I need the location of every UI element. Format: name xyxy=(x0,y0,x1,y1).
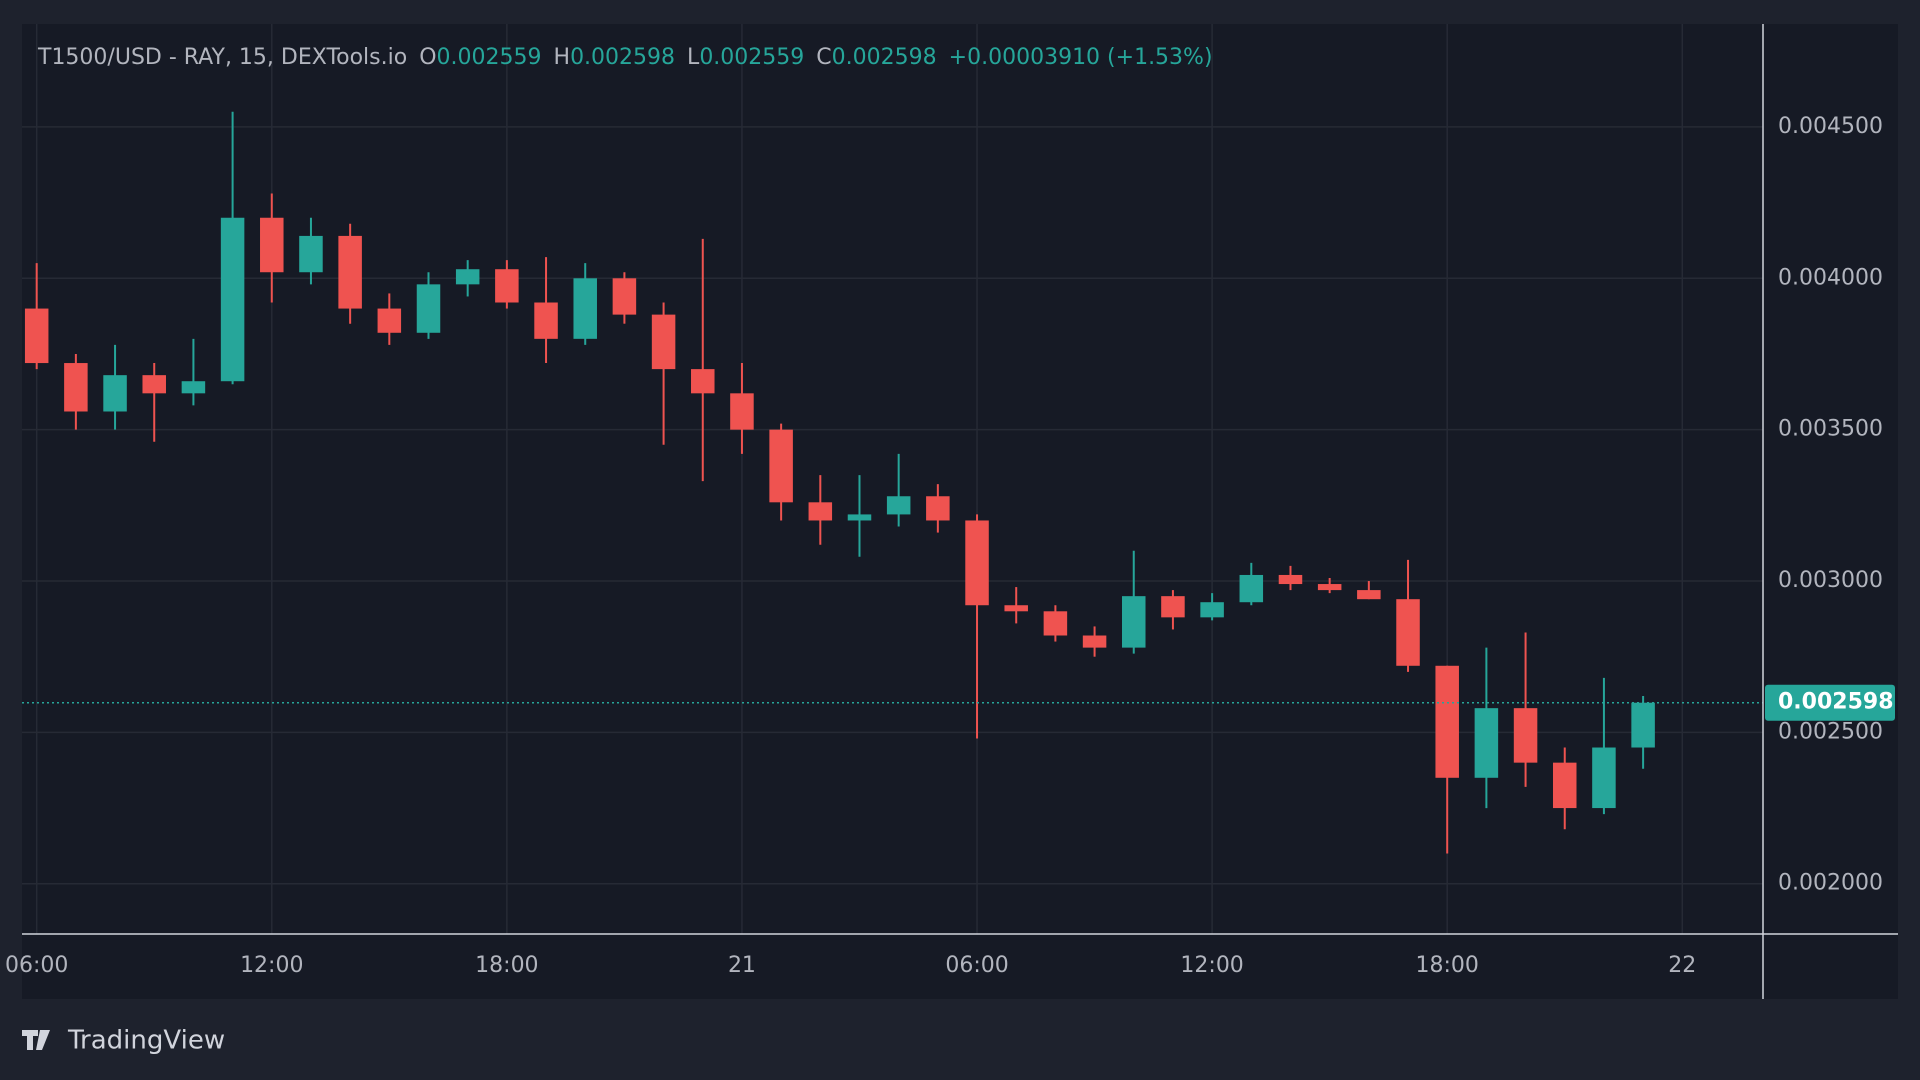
candle-body xyxy=(64,363,88,412)
x-tick-label: 18:00 xyxy=(475,953,538,978)
candle-body xyxy=(495,269,519,303)
candle-body xyxy=(612,278,637,315)
brand-name: TradingView xyxy=(67,1026,225,1056)
high-key: H xyxy=(554,45,571,70)
y-tick-label: 0.003500 xyxy=(1778,417,1883,442)
close-key: C xyxy=(816,45,831,70)
candle-body xyxy=(338,235,362,309)
y-tick-label: 0.004000 xyxy=(1778,265,1883,290)
chart-title: T1500/USD - RAY, 15, DEXTools.io xyxy=(37,45,407,70)
candle-body xyxy=(1200,602,1224,618)
candle-body xyxy=(926,496,950,521)
y-tick-label: 0.003000 xyxy=(1778,568,1883,593)
candle-body xyxy=(1278,574,1303,585)
candle-body xyxy=(1122,596,1146,648)
x-tick-label: 22 xyxy=(1668,953,1696,978)
x-tick-label: 12:00 xyxy=(1180,953,1243,978)
candle-body xyxy=(1043,611,1068,636)
grid xyxy=(22,24,1763,934)
candle-body xyxy=(534,302,558,339)
candle-body xyxy=(1513,708,1538,763)
x-tick-label: 18:00 xyxy=(1415,953,1478,978)
candle-body xyxy=(416,284,441,333)
candle-body xyxy=(1552,762,1577,809)
y-tick-label: 0.002500 xyxy=(1778,719,1883,744)
candle-body xyxy=(24,308,49,364)
candles xyxy=(22,111,1763,854)
candle-body xyxy=(455,269,480,285)
candle-body xyxy=(1161,596,1185,618)
candle-body xyxy=(1592,747,1616,809)
candle-body xyxy=(691,369,715,394)
axes: 0.002000 0.002500 0.003000 0.003500 0.004000… xyxy=(5,24,1898,999)
open-key: O xyxy=(419,45,436,70)
candle-body xyxy=(142,375,166,394)
x-tick-label: 12:00 xyxy=(240,953,303,978)
change: +0.00003910 (+1.53%) xyxy=(949,45,1213,70)
last-price-label: 0.002598 xyxy=(1778,690,1894,715)
header: T1500/USD - RAY, 15, DEXTools.io O0.00255… xyxy=(37,45,1213,70)
candle-body xyxy=(299,235,323,273)
candle-body xyxy=(220,217,245,382)
y-tick-label: 0.002000 xyxy=(1778,871,1883,896)
candle-body xyxy=(1474,708,1499,778)
y-tick-label: 0.004500 xyxy=(1778,114,1883,139)
candle-body xyxy=(1239,574,1264,603)
candle-body xyxy=(808,502,833,521)
high-value: 0.002598 xyxy=(570,45,675,70)
candle-body xyxy=(1082,635,1107,648)
candle-body xyxy=(847,514,872,521)
candle-body xyxy=(103,375,127,412)
candle-body xyxy=(1004,605,1028,612)
plot-background xyxy=(22,24,1898,999)
candle-body xyxy=(260,217,284,273)
candle-body xyxy=(769,429,793,503)
candle-body xyxy=(573,278,597,339)
low-value: 0.002559 xyxy=(699,45,804,70)
brand-logo: TradingView xyxy=(22,1026,225,1056)
candle-body xyxy=(1435,665,1459,778)
x-tick-label: 06:00 xyxy=(945,953,1008,978)
x-tick-label: 06:00 xyxy=(5,953,68,978)
candle-body xyxy=(1357,590,1381,600)
candle-body xyxy=(181,381,206,394)
close-value: 0.002598 xyxy=(832,45,937,70)
candle-body xyxy=(651,314,676,370)
candle-body xyxy=(377,308,402,333)
candle-body xyxy=(965,520,989,606)
candle-body xyxy=(1631,702,1655,748)
low-key: L xyxy=(687,45,700,70)
candle-body xyxy=(886,496,911,515)
open-value: 0.002559 xyxy=(437,45,542,70)
candle-body xyxy=(1396,599,1420,666)
last-price-tag xyxy=(1765,684,1895,721)
x-tick-label: 21 xyxy=(728,953,756,978)
candle-body xyxy=(730,393,754,430)
candle-body xyxy=(1317,584,1342,591)
